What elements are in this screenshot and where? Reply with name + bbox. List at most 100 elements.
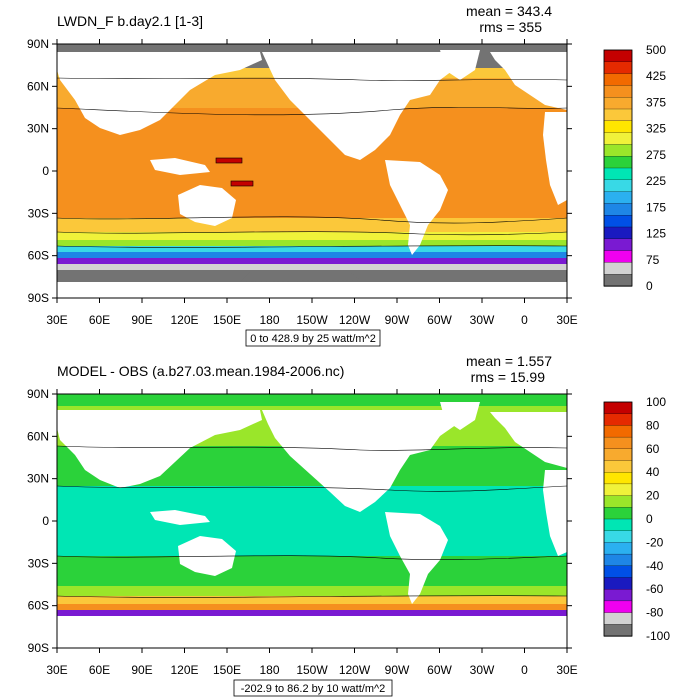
x-tick-label: 60W [427, 313, 452, 327]
field-band-south-green [57, 586, 567, 596]
colorbar-swatch [603, 448, 633, 462]
colorbar-label: 40 [646, 465, 660, 479]
colorbar-swatch [603, 624, 633, 637]
panel-lwdn: LWDN_F b.day2.1 [1-3] mean = 343.4 rms =… [27, 3, 666, 347]
x-tick-label: 30E [46, 663, 67, 677]
y-tick-label: 90N [27, 37, 49, 51]
rms-label: rms = 15.99 [471, 369, 546, 385]
colorbar-swatch [603, 215, 633, 228]
contour-line [57, 106, 567, 116]
colorbar-swatch [603, 460, 633, 473]
land-greenland [440, 402, 480, 430]
land-australia [178, 536, 236, 576]
colorbar-swatch [603, 250, 633, 264]
field-band-south-cyan [57, 246, 567, 252]
land-europe [490, 52, 567, 110]
x-tick-label: 0 [521, 313, 528, 327]
colorbar-swatch [603, 401, 633, 415]
rms-label: rms = 355 [479, 19, 542, 35]
field-band-south-yellow [57, 596, 567, 604]
x-tick-label: 90E [131, 663, 152, 677]
colorbar-swatch [603, 425, 633, 438]
contour-line [57, 77, 567, 81]
colorbar-swatch [603, 49, 633, 63]
field-band-tropics [57, 486, 567, 556]
x-tick-label: 120E [170, 313, 198, 327]
colorbar-swatch [603, 191, 633, 205]
colorbar-swatch [603, 262, 633, 275]
field-band-arctic [57, 394, 567, 406]
colorbar-label: 100 [646, 395, 666, 409]
land-africa [543, 112, 567, 205]
y-tick-label: 90S [28, 291, 49, 305]
antarctic-edge [240, 272, 360, 282]
contour-line [57, 216, 567, 224]
range-label-text: -202.9 to 86.2 by 10 watt/m^2 [241, 683, 386, 695]
y-tick-label: 30S [28, 556, 49, 570]
y-tick-label: 30N [27, 472, 49, 486]
field-band-south-orange [57, 604, 567, 610]
colorbar-swatch [603, 226, 633, 240]
contour-line [57, 245, 567, 248]
y-tick-label: 60N [27, 429, 49, 443]
colorbar-label: 425 [646, 69, 666, 83]
colorbar-swatch [603, 144, 633, 157]
colorbar-label: 175 [646, 200, 666, 214]
range-label: -202.9 to 86.2 by 10 watt/m^2 [233, 679, 393, 697]
field-band-antarctic-light [57, 264, 567, 270]
range-label-box [233, 679, 393, 697]
colorbar-swatch [603, 507, 633, 520]
colorbar-swatch [603, 61, 633, 75]
x-tick-label: 30W [470, 663, 495, 677]
colorbar-label: 60 [646, 442, 660, 456]
colorbar-frame [603, 401, 633, 637]
colorbar-swatch [603, 612, 633, 625]
field-band-south-mid [57, 218, 567, 232]
colorbar-swatch [603, 85, 633, 98]
x-tick-label: 90E [131, 313, 152, 327]
x-tick-label: 150W [296, 663, 328, 677]
y-tick-label: 60S [28, 249, 49, 263]
y-tick-label: 0 [42, 514, 49, 528]
land-australia [178, 185, 236, 226]
colorbar-label: -40 [646, 559, 664, 573]
x-tick-label: 120E [170, 663, 198, 677]
colorbar-swatch [603, 167, 633, 181]
colorbar-swatch [603, 238, 633, 252]
contour-line [57, 595, 567, 598]
land-north-america [262, 410, 470, 512]
colorbar-label: 125 [646, 227, 666, 241]
x-tick-label: 150E [213, 663, 241, 677]
panel-title: LWDN_F b.day2.1 [1-3] [57, 13, 203, 29]
x-tick-label: 150E [213, 313, 241, 327]
land-eurasia [57, 410, 262, 488]
x-tick-label: 30W [470, 313, 495, 327]
y-tick-label: 0 [42, 164, 49, 178]
colorbar-swatch [603, 413, 633, 427]
x-tick-label: 30E [556, 313, 577, 327]
x-tick-label: 90W [385, 313, 410, 327]
colorbar-label: -80 [646, 606, 664, 620]
colorbar-swatch [603, 577, 633, 590]
field-band-south-green [57, 240, 567, 246]
colorbar-label: 375 [646, 95, 666, 109]
colorbar: 100 80 60 40 20 0 -20 -40 -60 -80 -100 [603, 395, 670, 643]
colorbar: 500 425 375 325 275 225 175 125 75 0 [603, 43, 666, 293]
y-tick-label: 30S [28, 206, 49, 220]
y-tick-label: 90S [28, 641, 49, 655]
colorbar-label: -20 [646, 535, 664, 549]
range-label-box [245, 329, 381, 347]
x-tick-label: 180 [259, 313, 279, 327]
map-field [57, 394, 567, 648]
y-tick-label: 30N [27, 122, 49, 136]
land-south-america [385, 160, 448, 255]
colorbar-swatch [603, 179, 633, 193]
x-tick-label: 60W [427, 663, 452, 677]
colorbar-swatch [603, 530, 633, 544]
colorbar-swatch [603, 274, 633, 287]
colorbar-swatch [603, 73, 633, 87]
field-band-south-blue [57, 252, 567, 258]
land-south-america [385, 512, 448, 604]
land-indonesia [150, 158, 210, 175]
